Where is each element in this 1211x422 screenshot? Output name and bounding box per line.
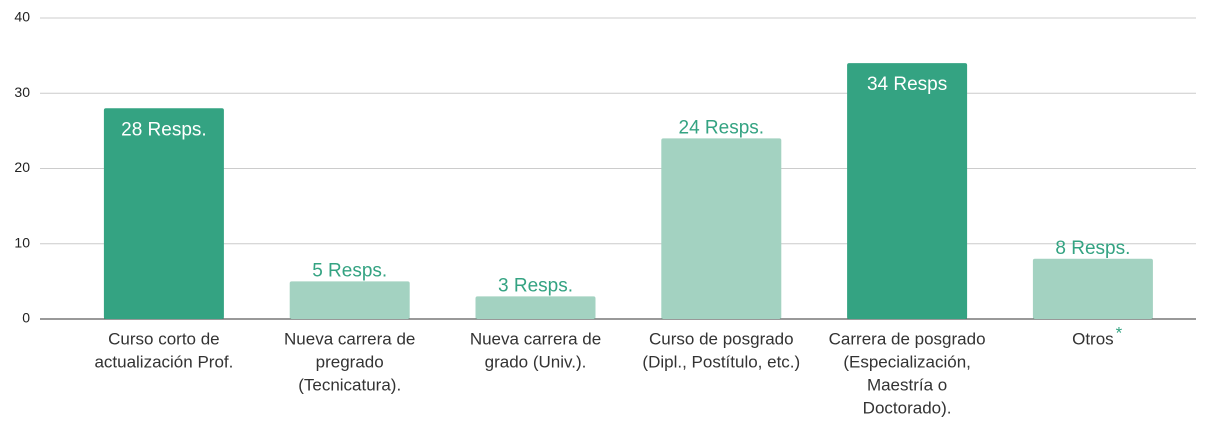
bar (475, 296, 596, 319)
x-tick-label: pregrado (316, 352, 384, 371)
x-tick-label: (Especialización, (843, 352, 971, 371)
x-tick-label: Carrera de posgrado (829, 329, 986, 348)
y-tick-label: 0 (22, 310, 30, 326)
x-tick-label: actualización Prof. (94, 352, 233, 371)
bar (661, 138, 782, 319)
data-label: 34 Resps (867, 74, 947, 95)
annotation: * (1116, 323, 1123, 342)
bar (289, 281, 410, 319)
data-label: 3 Resps. (498, 275, 573, 296)
x-tick-label: Otros (1072, 329, 1114, 348)
data-label: 28 Resps. (121, 119, 207, 140)
x-tick-label: Doctorado). (863, 398, 952, 417)
y-tick-label: 40 (14, 9, 30, 25)
y-tick-label: 20 (14, 159, 30, 175)
data-label: 5 Resps. (312, 260, 387, 281)
x-tick-label: Curso corto de (108, 329, 220, 348)
data-label: 24 Resps. (679, 117, 765, 138)
x-tick-label: Curso de posgrado (649, 329, 794, 348)
bar (847, 63, 968, 320)
x-tick-label: Maestría o (867, 375, 947, 394)
x-tick-label: Nueva carrera de (470, 329, 601, 348)
x-tick-label: grado (Univ.). (485, 352, 587, 371)
y-tick-label: 10 (14, 234, 30, 250)
x-tick-label: Nueva carrera de (284, 329, 415, 348)
data-label: 8 Resps. (1055, 238, 1130, 259)
bar (103, 108, 224, 319)
y-tick-label: 30 (14, 84, 30, 100)
x-tick-label: (Dipl., Postítulo, etc.) (642, 352, 800, 371)
x-tick-label: (Tecnicatura). (298, 375, 401, 394)
bar (1032, 258, 1153, 319)
